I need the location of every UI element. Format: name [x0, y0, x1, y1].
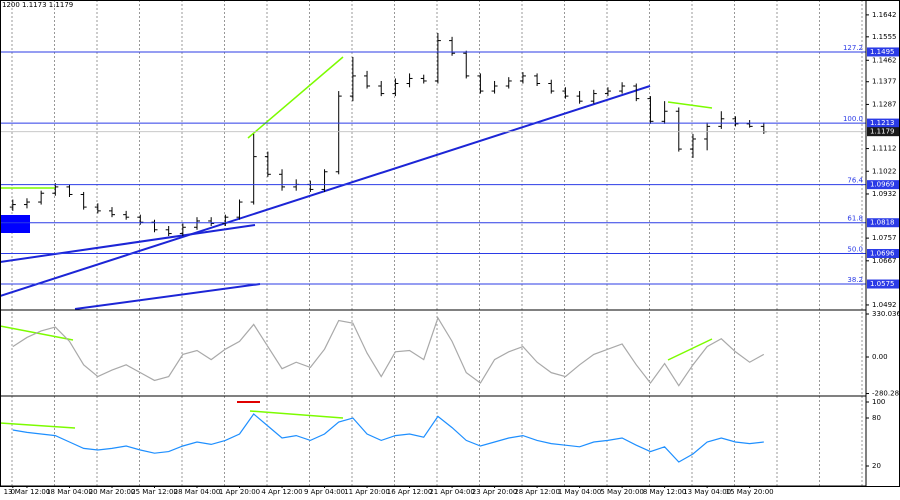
x-tick-label: 1 May 04:00 — [558, 488, 602, 496]
grid — [11, 0, 863, 486]
y-tick-label: 0.00 — [872, 353, 888, 361]
x-tick-label: 23 Apr 20:00 — [472, 488, 518, 496]
level-label: 61.8 — [847, 215, 863, 223]
level-value-box — [867, 279, 900, 289]
level-label: 76.4 — [847, 177, 863, 185]
y-tick-label: 80 — [872, 414, 881, 422]
level-value: 1.0575 — [870, 280, 895, 288]
x-tick-label: 21 Apr 04:00 — [429, 488, 475, 496]
marker-box — [0, 215, 30, 233]
y-tick-label: 1.1555 — [872, 33, 897, 41]
y-tick-label: 1.0757 — [872, 234, 897, 242]
level-value: 1.0696 — [870, 249, 895, 257]
indicator-line — [12, 316, 765, 387]
trend-line — [74, 283, 261, 310]
level-label: 50.0 — [847, 245, 863, 253]
y-tick-label: 100 — [872, 398, 885, 406]
level-value: 1.0969 — [870, 181, 895, 189]
y-tick-label: 1.1377 — [872, 78, 897, 86]
level-value-box — [867, 47, 900, 57]
y-tick-label: -280.284 — [872, 390, 900, 398]
divergence-line — [249, 410, 344, 419]
last-price-label: 1.1179 — [870, 128, 895, 136]
y-tick-label: 1.0492 — [872, 301, 897, 309]
y-tick-label: 330.0361 — [872, 310, 900, 318]
x-tick-label: 28 Apr 12:00 — [514, 488, 560, 496]
x-tick-label: 11 Apr 20:00 — [344, 488, 390, 496]
level-value: 1.1495 — [870, 48, 895, 56]
x-tick-label: 9 Apr 04:00 — [304, 488, 345, 496]
x-tick-label: 1 Apr 20:00 — [219, 488, 260, 496]
y-tick-label: 20 — [872, 462, 881, 470]
header: 1200 1.1173 1.1179 — [2, 1, 73, 9]
level-value: 1.0818 — [870, 219, 895, 227]
level-value-box — [867, 118, 900, 128]
x-tick-label: 16 Apr 12:00 — [387, 488, 433, 496]
level-label: 127.2 — [843, 44, 863, 52]
x-tick-label: 18 Mar 04:00 — [46, 488, 93, 496]
level-value-box — [867, 248, 900, 258]
x-tick-label: 25 Mar 12:00 — [131, 488, 178, 496]
y-tick-label: 1.0932 — [872, 190, 897, 198]
trend-line — [0, 224, 256, 263]
level-label: 38.2 — [847, 276, 863, 284]
level-value-box — [867, 218, 900, 228]
last-price-box — [867, 127, 900, 137]
x-tick-label: 4 Apr 12:00 — [261, 488, 302, 496]
x-tick-label: 13 Mar 12:00 — [4, 488, 51, 496]
y-tick-label: 1.1462 — [872, 56, 897, 64]
x-tick-label: 20 Mar 20:00 — [89, 488, 136, 496]
x-tick-label: 5 May 20:00 — [600, 488, 644, 496]
indicator-line — [12, 413, 764, 463]
y-tick-label: 1.1287 — [872, 100, 897, 108]
divergence-line — [0, 422, 76, 429]
y-tick-label: 1.1022 — [872, 167, 897, 175]
y-tick-label: 1.1642 — [872, 11, 897, 19]
x-tick-label: 28 Mar 04:00 — [174, 488, 221, 496]
divergence-line — [247, 56, 344, 139]
x-tick-label: 13 May 04:00 — [683, 488, 731, 496]
level-value-box — [867, 180, 900, 190]
divergence-line — [667, 101, 713, 109]
x-tick-label: 0 — [11, 488, 15, 496]
x-tick-label: 8 May 12:00 — [643, 488, 687, 496]
y-tick-label: 1.1112 — [872, 145, 897, 153]
level-label: 100.0 — [843, 115, 863, 123]
level-value: 1.1213 — [870, 119, 895, 127]
x-tick-label: 15 May 20:00 — [726, 488, 774, 496]
y-tick-label: 1.0667 — [872, 257, 897, 265]
divergence-line — [667, 338, 713, 361]
